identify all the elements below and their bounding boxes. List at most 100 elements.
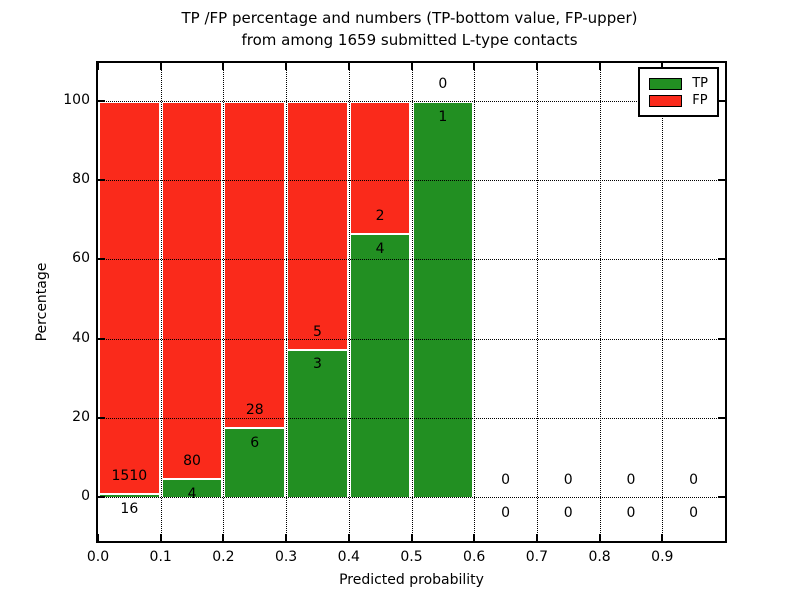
fp-count-label: 0: [563, 472, 573, 489]
x-tick: [410, 534, 413, 541]
x-tick: [222, 63, 225, 70]
fp-count-label: 28: [245, 402, 264, 419]
x-gridline: [536, 63, 538, 541]
x-tick: [347, 534, 350, 541]
x-gridline: [160, 63, 162, 541]
x-tick: [159, 534, 162, 541]
bar-segment-fp: [348, 100, 412, 233]
y-tick: [718, 496, 725, 499]
y-tick-label: 20: [72, 409, 90, 426]
x-tick-label: 0.2: [212, 549, 235, 565]
chart-title-line2: from among 1659 submitted L-type contact…: [241, 31, 578, 49]
bar-segment-fp: [98, 100, 161, 494]
tp-count-label: 4: [187, 486, 197, 503]
bar-segment-tp: [348, 232, 412, 498]
y-tick: [718, 417, 725, 420]
x-tick-label: 0.1: [149, 549, 172, 565]
x-tick: [97, 534, 99, 541]
x-tick: [222, 534, 225, 541]
y-tick: [718, 258, 725, 261]
y-tick: [98, 496, 105, 499]
y-tick: [98, 99, 105, 102]
y-gridline: [98, 338, 725, 340]
fp-count-label: 1510: [111, 468, 148, 485]
bar-segment-tp: [411, 100, 475, 498]
y-tick-label: 60: [72, 250, 90, 267]
y-tick: [98, 337, 105, 340]
y-tick-label: 80: [72, 171, 90, 188]
y-tick: [718, 179, 725, 182]
legend-item-tp: TP: [649, 77, 708, 90]
y-tick-label: 40: [72, 329, 90, 346]
fp-count-label: 0: [689, 472, 699, 489]
x-tick: [285, 534, 288, 541]
legend-label: TP: [692, 76, 708, 91]
bar-segment-tp: [98, 493, 161, 498]
x-tick: [347, 63, 350, 70]
chart-title-line1: TP /FP percentage and numbers (TP-bottom…: [181, 9, 638, 27]
legend: TP FP: [638, 67, 719, 117]
bar-segment-tp: [286, 348, 349, 498]
fp-count-label: 2: [375, 207, 385, 224]
legend-label: FP: [692, 93, 708, 108]
y-tick: [718, 337, 725, 340]
x-tick-label: 0.0: [86, 549, 110, 565]
fp-count-label: 0: [626, 472, 636, 489]
x-tick: [473, 63, 476, 70]
tp-count-label: 0: [689, 505, 699, 522]
x-tick: [410, 63, 413, 70]
x-gridline: [474, 63, 476, 541]
x-tick-label: 0.6: [463, 549, 486, 565]
bar-segment-fp: [286, 100, 349, 349]
x-tick-label: 0.9: [651, 549, 674, 565]
tp-count-label: 1: [438, 108, 448, 125]
x-gridline: [411, 63, 413, 541]
y-tick: [98, 258, 105, 261]
x-tick-label: 0.4: [337, 549, 360, 565]
x-tick: [661, 63, 664, 70]
x-tick-label: 0.8: [588, 549, 611, 565]
y-tick: [98, 179, 105, 182]
x-tick: [598, 63, 601, 70]
y-gridline: [98, 497, 725, 499]
y-gridline: [98, 100, 725, 102]
bar-segment-fp: [160, 100, 224, 479]
bar-segment-fp: [223, 100, 287, 428]
y-gridline: [98, 418, 725, 420]
x-tick-label: 0.3: [274, 549, 298, 565]
x-tick: [159, 63, 162, 70]
y-gridline: [98, 259, 725, 261]
tp-count-label: 0: [563, 505, 573, 522]
fp-count-label: 0: [501, 472, 511, 489]
fp-count-label: 80: [183, 453, 201, 470]
fp-count-label: 5: [312, 323, 322, 340]
plot-area: Percentage Predicted probability TP FP 0.…: [34, 61, 727, 588]
fp-swatch-icon: [649, 94, 683, 107]
y-tick: [98, 417, 105, 420]
y-gridline: [98, 180, 725, 182]
x-axis-label: Predicted probability: [339, 572, 484, 588]
bar-segment-tp: [223, 427, 287, 498]
tp-swatch-icon: [649, 77, 683, 90]
x-gridline: [348, 63, 350, 541]
x-gridline: [599, 63, 601, 541]
x-tick-label: 0.7: [525, 549, 549, 565]
x-gridline: [286, 63, 288, 541]
tp-count-label: 3: [312, 356, 322, 373]
x-tick: [661, 534, 664, 541]
x-tick: [598, 534, 601, 541]
tp-count-label: 16: [120, 501, 139, 518]
tp-count-label: 6: [250, 435, 260, 452]
y-tick: [718, 99, 725, 102]
chart-title: TP /FP percentage and numbers (TP-bottom…: [96, 7, 723, 51]
x-tick: [535, 63, 538, 70]
legend-item-fp: FP: [649, 94, 708, 107]
y-tick-label: 100: [63, 91, 90, 108]
x-tick: [535, 534, 538, 541]
fp-count-label: 0: [438, 75, 448, 92]
tp-count-label: 4: [375, 240, 385, 257]
x-tick-label: 0.5: [400, 549, 423, 565]
tp-count-label: 0: [626, 505, 636, 522]
x-gridline: [662, 63, 664, 541]
